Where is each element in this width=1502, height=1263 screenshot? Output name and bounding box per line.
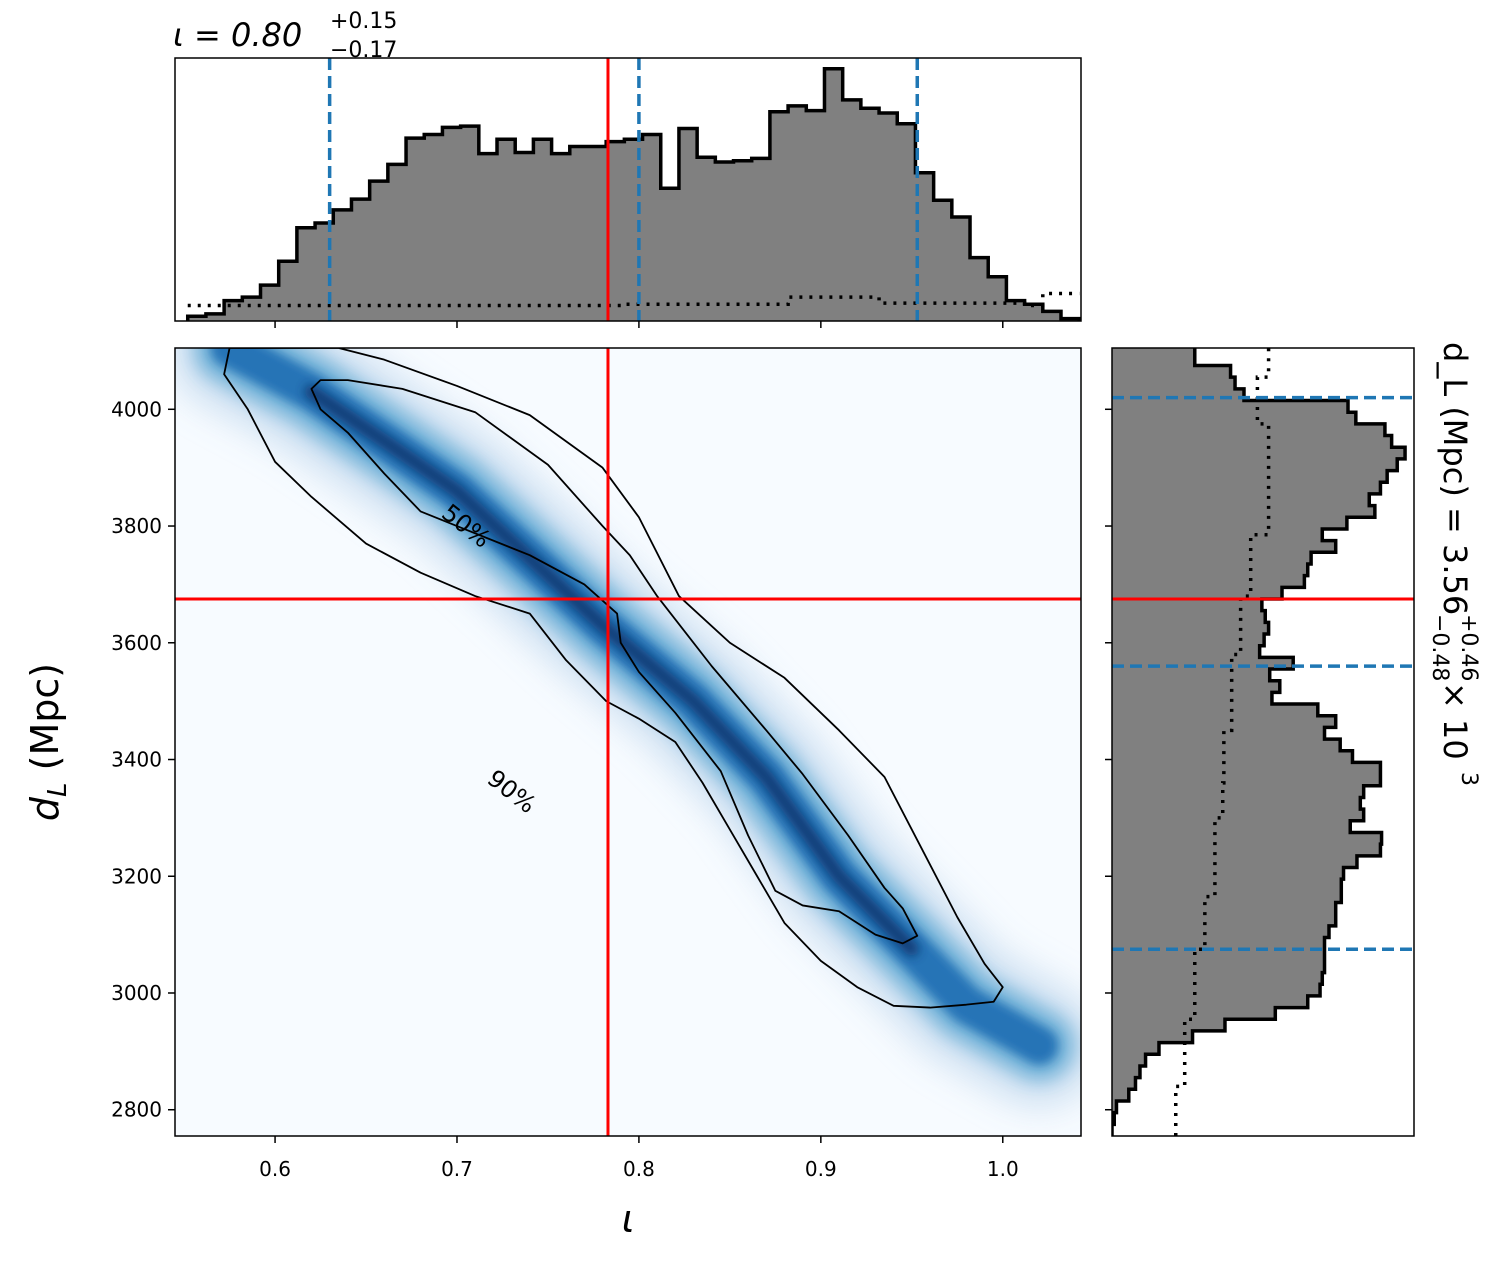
contour-90pct [223,348,1004,1009]
right-panel-ticks [1105,408,1112,1111]
top-histogram-fill [187,68,1080,321]
joint-panel-ticks: 0.6 0.7 0.8 0.9 1.0 2800 3000 3200 3400 3600 3800 4… [111,397,1019,1181]
x-tick-label: 0.9 [805,1157,837,1181]
y-tick-label: 3200 [111,864,162,888]
top-title: ι = 0.80 [173,16,302,54]
right-title-exp: 3 [1456,772,1481,786]
top-marginal-panel [174,57,1082,328]
top-panel-frame [174,57,1082,322]
right-title-sub: −0.48 [1427,614,1452,681]
right-histogram-fill [1112,348,1406,1136]
top-title-sup: +0.15 [330,9,397,34]
density-peak [304,384,919,957]
x-tick-label: 0.8 [623,1157,655,1181]
right-title: d_L (Mpc) = 3.56 +0.46 −0.48 × 10 3 [1427,342,1481,786]
top-title-main: ι = 0.80 [173,16,302,54]
x-tick-label: 0.6 [259,1157,291,1181]
y-axis-label: dL (Mpc) [23,663,73,821]
right-histogram-step [1112,348,1407,1136]
y-tick-label: 2800 [111,1098,162,1122]
right-title-suffix: × 10 [1436,682,1474,760]
joint-panel: 50%90% 0.6 0.7 0.8 0.9 1.0 2800 3000 3200 3400 36… [111,347,1082,1181]
right-panel-frame [1111,347,1415,1137]
joint-density-area: 50%90% [175,348,1081,1136]
top-histogram-area [185,58,1081,321]
y-tick-label: 3600 [111,631,162,655]
right-prior-dotted [1174,348,1271,1136]
x-tick-label: 0.7 [441,1157,473,1181]
top-histogram-step [185,67,1081,321]
y-tick-label: 3000 [111,981,162,1005]
x-axis-label: ι [622,1197,635,1241]
x-tick-label: 1.0 [987,1157,1019,1181]
right-title-main: d_L (Mpc) = 3.56 [1436,342,1474,615]
contour-50pct [310,379,919,945]
y-tick-label: 4000 [111,397,162,421]
top-panel-ticks [274,321,1004,328]
top-title-sub: −0.17 [330,38,397,63]
y-tick-label: 3400 [111,748,162,772]
y-tick-label: 3800 [111,514,162,538]
right-title-sup: +0.46 [1456,614,1481,681]
right-histogram-area [1112,348,1414,1136]
joint-panel-frame [174,347,1082,1137]
right-marginal-panel [1105,347,1415,1137]
